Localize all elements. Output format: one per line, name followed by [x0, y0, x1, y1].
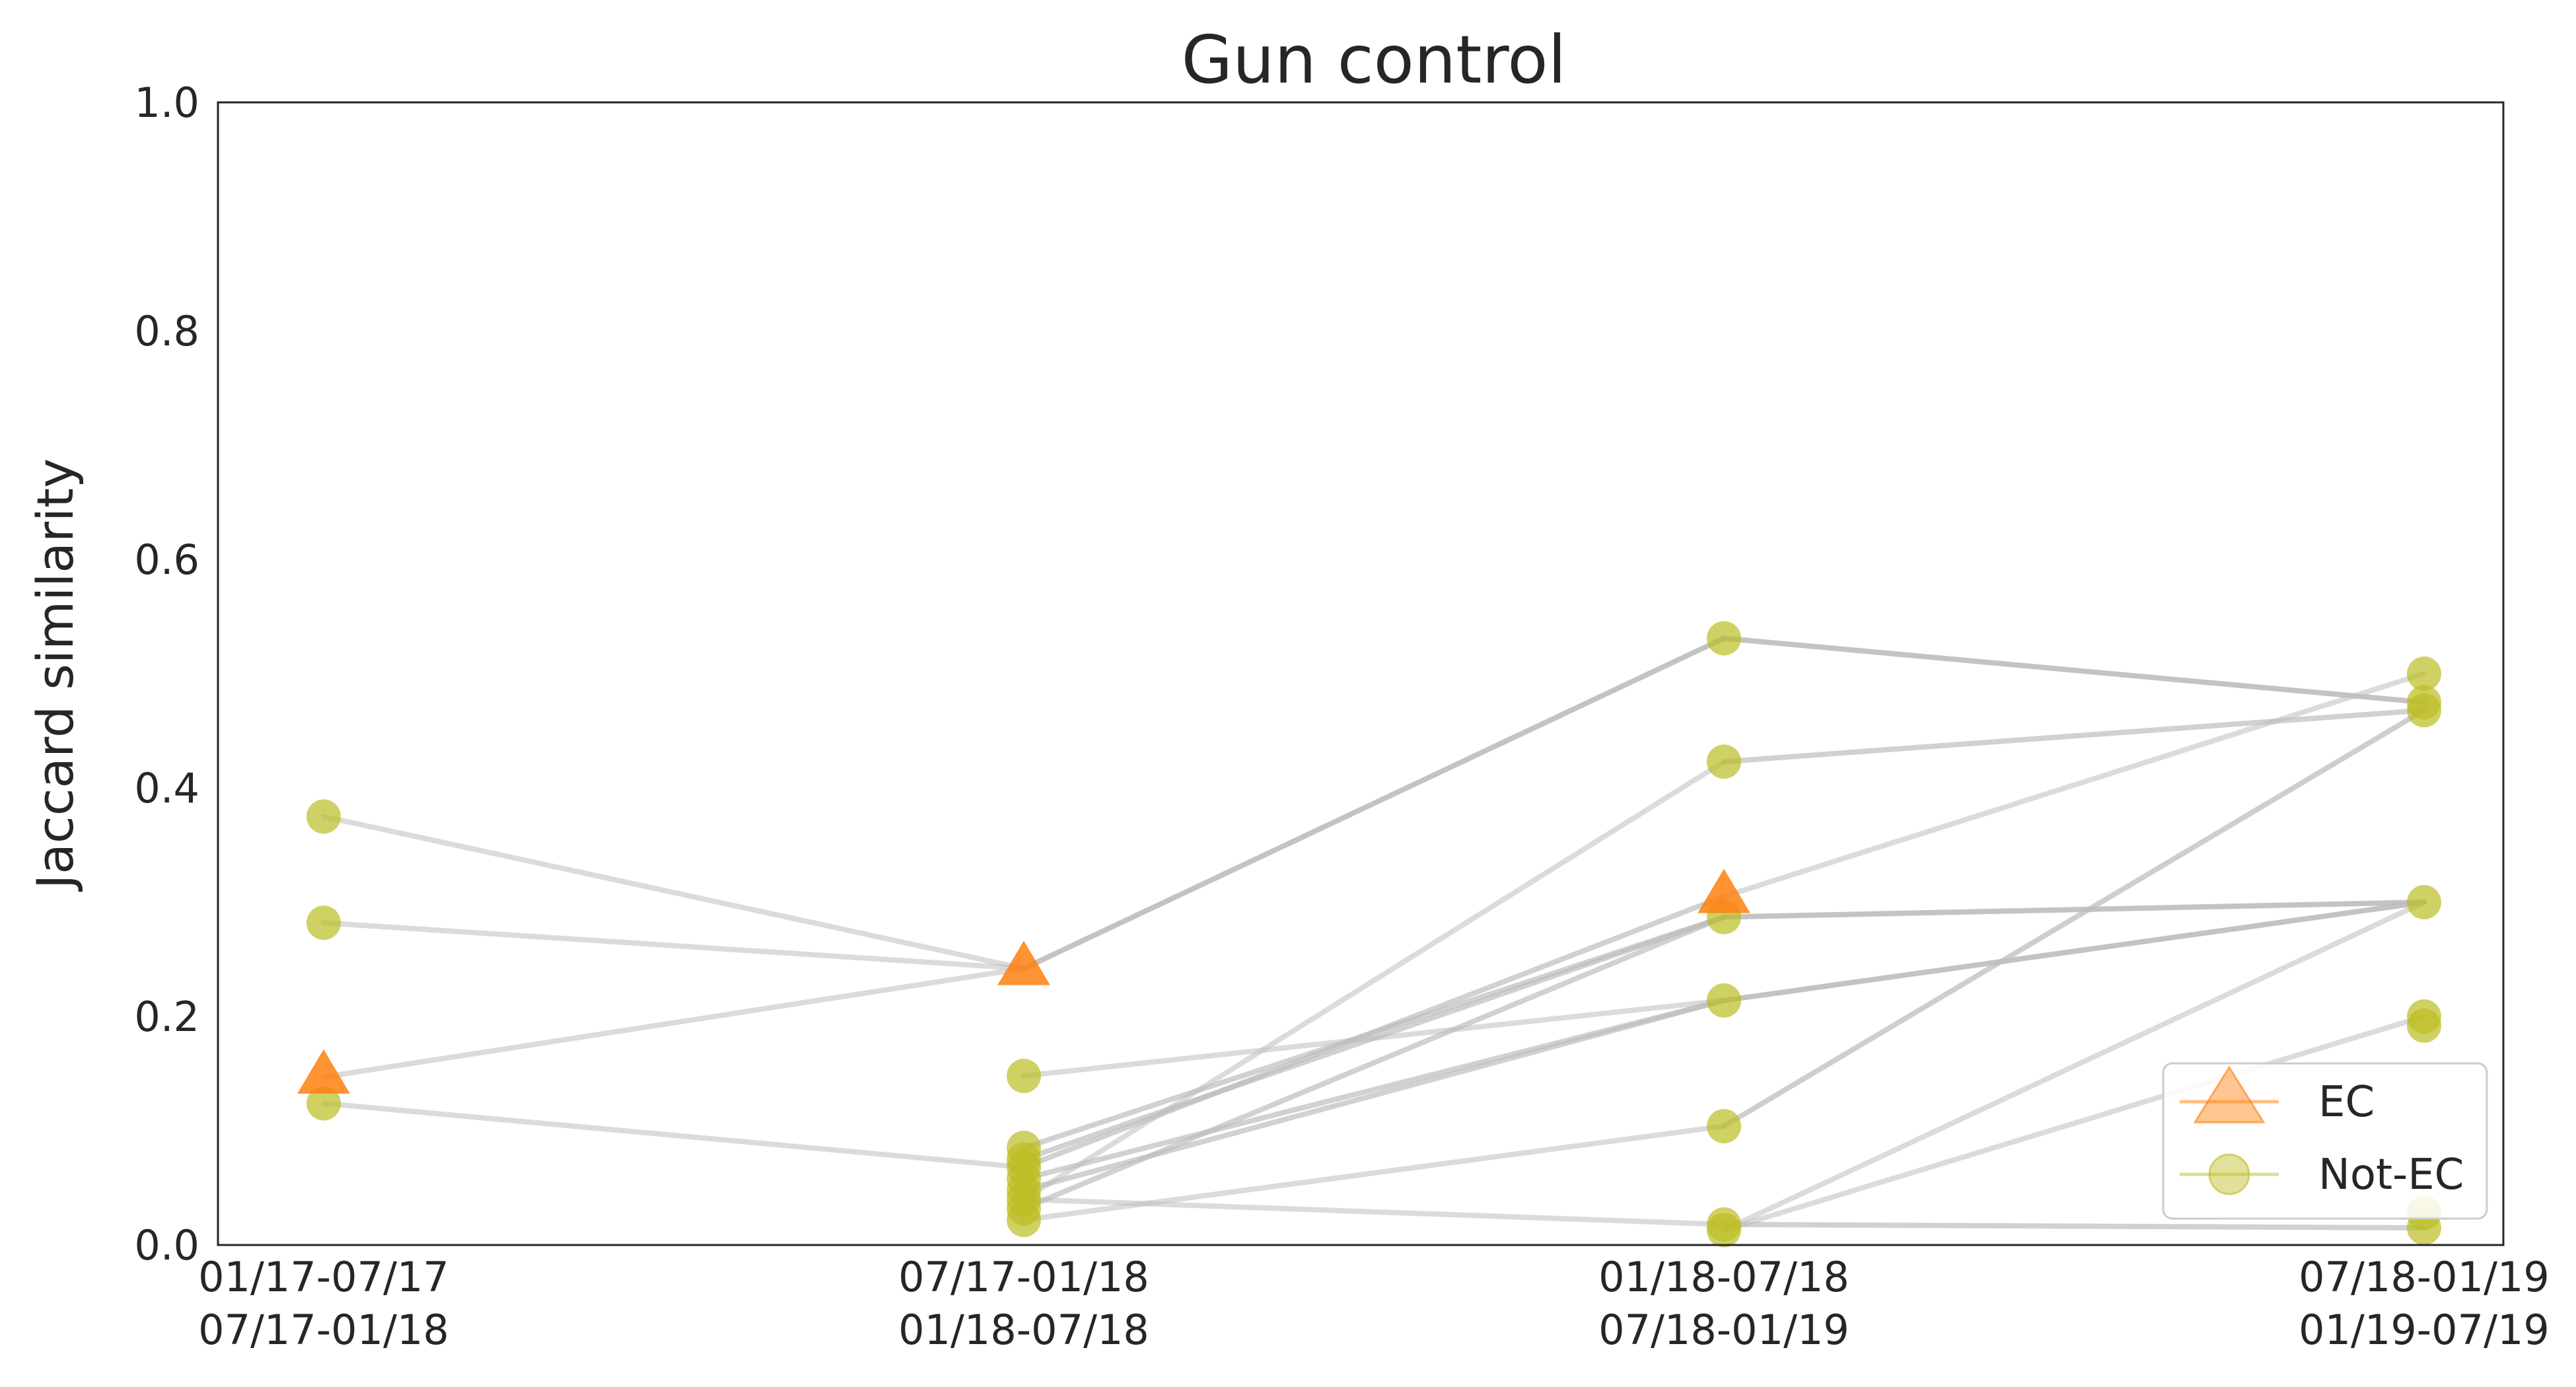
not-ec-circle-marker	[1707, 983, 1741, 1018]
connector-line	[1721, 1014, 2427, 1233]
connector-line	[1721, 1221, 2427, 1231]
not-ec-circle-marker	[1007, 1202, 1041, 1237]
connector-line	[1721, 635, 2427, 705]
connector-line	[1021, 1123, 1727, 1223]
x-axis-ticks: 01/17-07/17 07/17-01/18 07/17-01/18 01/18-0…	[198, 1253, 2550, 1354]
not-ec-circle-marker	[1707, 1213, 1741, 1248]
connector-line	[1021, 914, 1727, 1162]
connector-line	[1721, 900, 2427, 920]
not-ec-circle-marker	[1707, 1109, 1741, 1144]
data-markers	[297, 621, 2441, 1248]
not-ec-circle-marker	[1007, 1058, 1041, 1093]
ec-triangle-marker	[1698, 869, 1750, 913]
not-ec-circle-marker	[306, 906, 341, 941]
y-tick-label: 0.4	[134, 764, 199, 812]
y-axis-label: Jaccard similarity	[26, 458, 85, 892]
x-tick-label: 01/18-07/18	[1598, 1253, 1849, 1301]
x-tick-label: 01/18-07/18	[898, 1306, 1149, 1354]
chart-title: Gun control	[1182, 21, 1567, 98]
connector-line	[1021, 894, 1727, 1170]
not-ec-circle-marker	[306, 1086, 341, 1121]
connector-line	[321, 920, 1026, 972]
not-ec-circle-marker	[2407, 885, 2441, 919]
plot-frame	[217, 101, 2505, 1246]
not-ec-circle-marker	[2407, 693, 2441, 728]
not-ec-circle-marker	[306, 799, 341, 834]
y-tick-label: 0.6	[134, 536, 199, 584]
x-tick-label: 01/17-07/17	[198, 1253, 449, 1301]
ec-triangle-marker	[997, 941, 1050, 985]
connector-line	[1721, 707, 2427, 1129]
legend: EC Not-EC	[2162, 1062, 2488, 1220]
y-axis-ticks: 0.0 0.2 0.4 0.6 0.8 1.0	[134, 79, 199, 1269]
ec-triangle-marker	[297, 1049, 350, 1094]
legend-label: EC	[2318, 1078, 2375, 1127]
y-tick-label: 0.2	[134, 993, 199, 1041]
not-ec-circle-marker	[2407, 1008, 2441, 1043]
connector-line	[1721, 900, 2427, 1003]
legend-label: Not-EC	[2318, 1151, 2464, 1199]
connector-line	[1021, 914, 1727, 1211]
connector-line	[1021, 759, 1727, 1202]
y-tick-label: 0.8	[134, 307, 199, 355]
x-tick-label: 07/18-01/19	[1598, 1306, 1849, 1354]
connector-line	[321, 814, 1026, 972]
y-tick-label: 1.0	[134, 79, 199, 127]
connector-line	[1721, 671, 2427, 900]
y-tick-label: 0.0	[134, 1221, 199, 1269]
x-tick-label: 07/17-01/18	[198, 1306, 449, 1354]
connector-line	[321, 1100, 1026, 1170]
not-ec-circle-marker	[2407, 657, 2441, 691]
legend-ec-marker	[2193, 1065, 2266, 1123]
x-tick-label: 01/19-07/19	[2299, 1306, 2550, 1354]
connector-line	[1721, 707, 2427, 765]
not-ec-circle-marker	[1707, 621, 1741, 656]
x-tick-label: 07/18-01/19	[2299, 1253, 2550, 1301]
connector-lines	[321, 635, 2427, 1233]
x-tick-label: 07/17-01/18	[898, 1253, 1149, 1301]
connector-line	[1021, 635, 1727, 972]
legend-not-ec-marker	[2208, 1153, 2250, 1195]
connector-line	[321, 966, 1026, 1080]
connector-line	[1721, 900, 2427, 1233]
not-ec-circle-marker	[1707, 744, 1741, 779]
